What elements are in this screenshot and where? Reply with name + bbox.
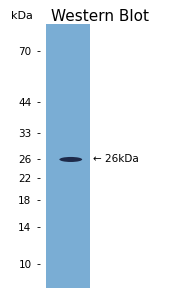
Text: Western Blot: Western Blot xyxy=(50,9,149,24)
Ellipse shape xyxy=(59,157,82,162)
Bar xyxy=(46,24,90,288)
Text: ← 26kDa: ← 26kDa xyxy=(93,154,138,164)
Text: kDa: kDa xyxy=(11,11,33,21)
